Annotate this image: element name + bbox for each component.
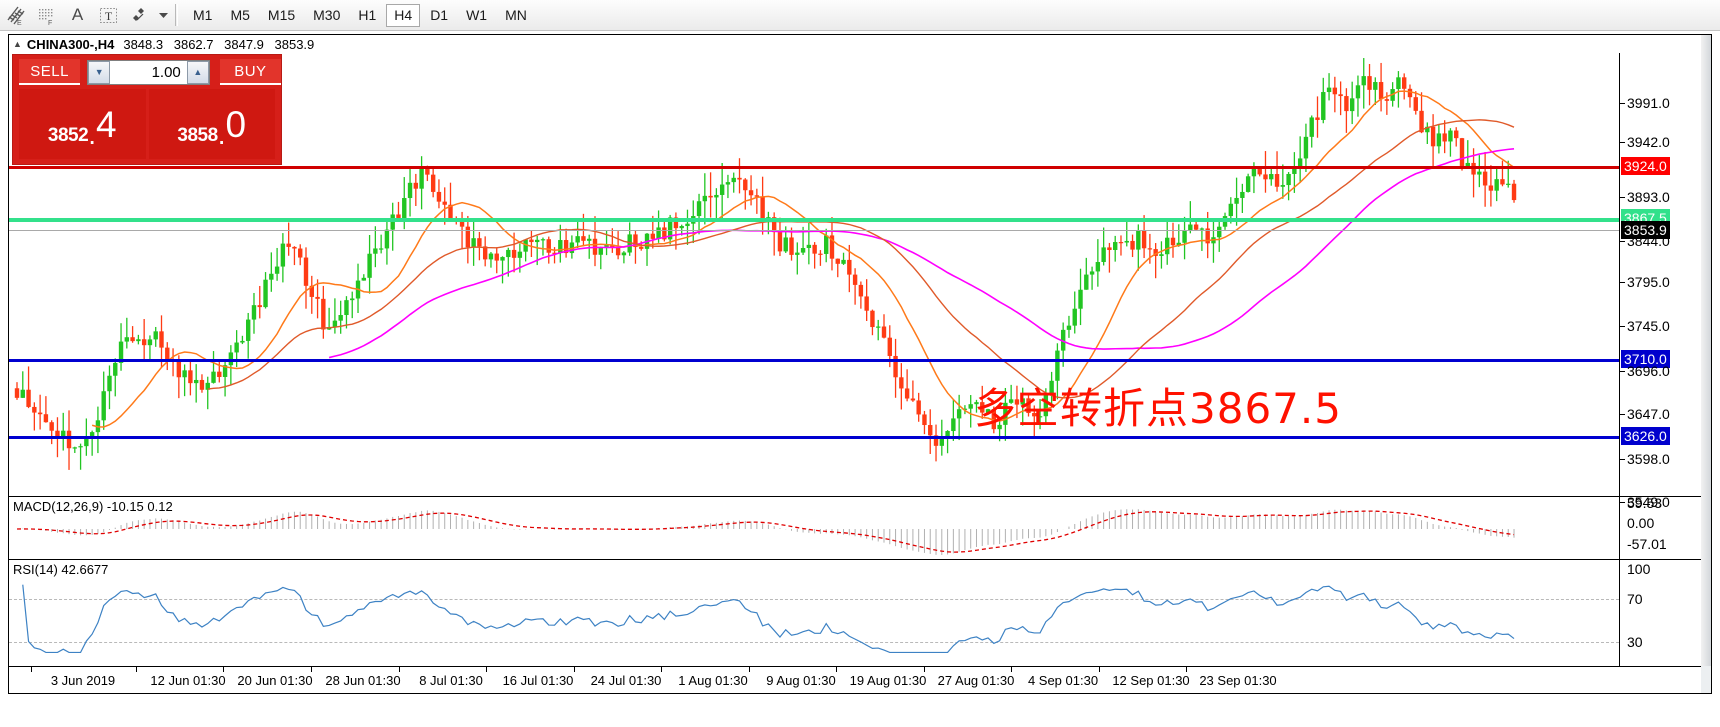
timeframe-m15[interactable]: M15 [267, 7, 296, 23]
level-line-3867.5[interactable] [9, 218, 1619, 222]
timeframe-m1[interactable]: M1 [193, 7, 213, 23]
time-tick-label: 9 Aug 01:30 [766, 673, 836, 688]
time-tick [749, 667, 750, 672]
time-tick-label: 16 Jul 01:30 [502, 673, 574, 688]
time-tick-label: 19 Aug 01:30 [849, 673, 927, 688]
time-tick [661, 667, 662, 672]
ask-price-box[interactable]: 3858 . 0 [148, 89, 275, 159]
text-tool-icon[interactable]: A [71, 5, 84, 24]
bid-price-dot: . [88, 119, 96, 150]
time-tick [399, 667, 400, 672]
time-tick [486, 667, 487, 672]
timeframe-h1[interactable]: H1 [358, 7, 377, 23]
macd-pane[interactable]: MACD(12,26,9) -10.15 0.12 [9, 498, 1703, 560]
time-tick-label: 20 Jun 01:30 [237, 673, 313, 688]
rsi-label: RSI(14) 42.6677 [13, 562, 109, 577]
sell-button[interactable]: SELL [19, 59, 81, 85]
main-price-pane[interactable]: 多空转折点3867.5 [9, 53, 1703, 497]
time-tick-label: 23 Sep 01:30 [1199, 673, 1277, 688]
time-tick-label: 12 Jun 01:30 [150, 673, 226, 688]
time-tick [1186, 667, 1187, 672]
time-tick-label: 4 Sep 01:30 [1027, 673, 1099, 688]
ohlc-values: 3848.3 3862.7 3847.9 3853.9 [123, 37, 321, 52]
timeframe-mn[interactable]: MN [505, 7, 527, 23]
timeframe-d1[interactable]: D1 [430, 7, 449, 23]
time-tick [1099, 667, 1100, 672]
time-tick [31, 667, 32, 672]
toolbar-separator [175, 4, 178, 26]
time-tick-label: 12 Sep 01:30 [1112, 673, 1190, 688]
svg-text:F: F [48, 20, 52, 26]
vertical-scrollbar[interactable] [1701, 35, 1711, 693]
svg-text:T: T [105, 9, 113, 23]
time-tick-label: 28 Jun 01:30 [325, 673, 401, 688]
ask-price-main: 3858 [177, 125, 218, 146]
timeframe-m5[interactable]: M5 [230, 7, 250, 23]
time-axis[interactable]: 3 Jun 2019 12 Jun 01:30 20 Jun 01:30 28 Jun… [9, 666, 1703, 693]
indicators-icon[interactable]: E [0, 1, 31, 30]
one-click-trading-panel[interactable]: SELL ▼ 1.00 ▲ BUY 3852 . 4 3858 . 0 [12, 54, 282, 165]
level-line-3626.0[interactable] [9, 436, 1619, 439]
collapse-arrow-icon[interactable]: ▲ [13, 39, 22, 49]
close-value: 3853.9 [274, 36, 315, 52]
time-tick [311, 667, 312, 672]
rsi-pane[interactable]: RSI(14) 42.6677 [9, 561, 1703, 666]
bid-price-main: 3852 [47, 125, 89, 146]
scrollbar-corner [1701, 666, 1711, 693]
objects-icon[interactable] [124, 1, 155, 30]
time-tick [574, 667, 575, 672]
level-line-3924.0[interactable] [9, 166, 1619, 169]
level-line-3710.0[interactable] [9, 359, 1619, 362]
rsi-series-canvas [22, 584, 1515, 654]
macd-label: MACD(12,26,9) -10.15 0.12 [13, 499, 173, 514]
time-tick-label: 27 Aug 01:30 [937, 673, 1015, 688]
time-tick [924, 667, 925, 672]
trade-panel-quotes: 3852 . 4 3858 . 0 [19, 89, 275, 159]
rsi-gridline [9, 642, 1619, 643]
buy-button[interactable]: BUY [219, 59, 282, 85]
symbol-label: CHINA300-,H4 [26, 36, 115, 52]
bid-price-box[interactable]: 3852 . 4 [19, 89, 146, 159]
svg-text:E: E [17, 20, 22, 26]
timeframe-w1[interactable]: W1 [466, 7, 488, 23]
time-tick-label: 24 Jul 01:30 [590, 673, 662, 688]
timeframe-h4[interactable]: H4 [386, 3, 421, 27]
grid-icon[interactable]: F [31, 1, 62, 30]
timeframe-m30[interactable]: M30 [313, 7, 341, 23]
volume-value[interactable]: 1.00 [151, 63, 181, 81]
timeframe-group: M1 M5 M15 M30 H1 H4 D1 W1 MN [184, 3, 536, 27]
high-value: 3862.7 [173, 36, 214, 52]
volume-increase-icon[interactable]: ▲ [186, 60, 209, 84]
time-tick [136, 667, 137, 672]
level-line-3853.9[interactable] [9, 230, 1619, 231]
toolbar: E F A [0, 0, 1720, 31]
objects-dropdown-icon[interactable] [155, 1, 171, 30]
time-tick [1011, 667, 1012, 672]
open-value: 3848.3 [123, 36, 164, 52]
chart-annotation-text: 多空转折点3867.5 [974, 384, 1342, 433]
macd-series-canvas [16, 509, 1515, 555]
low-value: 3847.9 [224, 36, 264, 52]
time-tick [836, 667, 837, 672]
time-tick-label: 8 Jul 01:30 [419, 673, 483, 688]
price-series-canvas [14, 58, 1517, 470]
rsi-gridline [9, 599, 1619, 600]
trade-panel-controls: SELL ▼ 1.00 ▲ BUY [13, 55, 282, 89]
volume-stepper[interactable]: ▼ 1.00 ▲ [87, 59, 210, 85]
bid-price-frac: 4 [95, 103, 117, 145]
time-tick [223, 667, 224, 672]
text-label-icon[interactable]: T [93, 1, 124, 30]
ask-price-frac: 0 [225, 103, 247, 145]
ask-price-dot: . [217, 119, 226, 150]
volume-decrease-icon[interactable]: ▼ [88, 60, 111, 84]
chart-frame: ▲ CHINA300-,H4 3848.3 3862.7 3847.9 3853… [8, 34, 1712, 694]
chart-info-line: ▲ CHINA300-,H4 3848.3 3862.7 3847.9 3853… [9, 35, 1711, 53]
time-tick-label: 3 Jun 2019 [50, 673, 116, 688]
time-tick-label: 1 Aug 01:30 [678, 673, 748, 688]
